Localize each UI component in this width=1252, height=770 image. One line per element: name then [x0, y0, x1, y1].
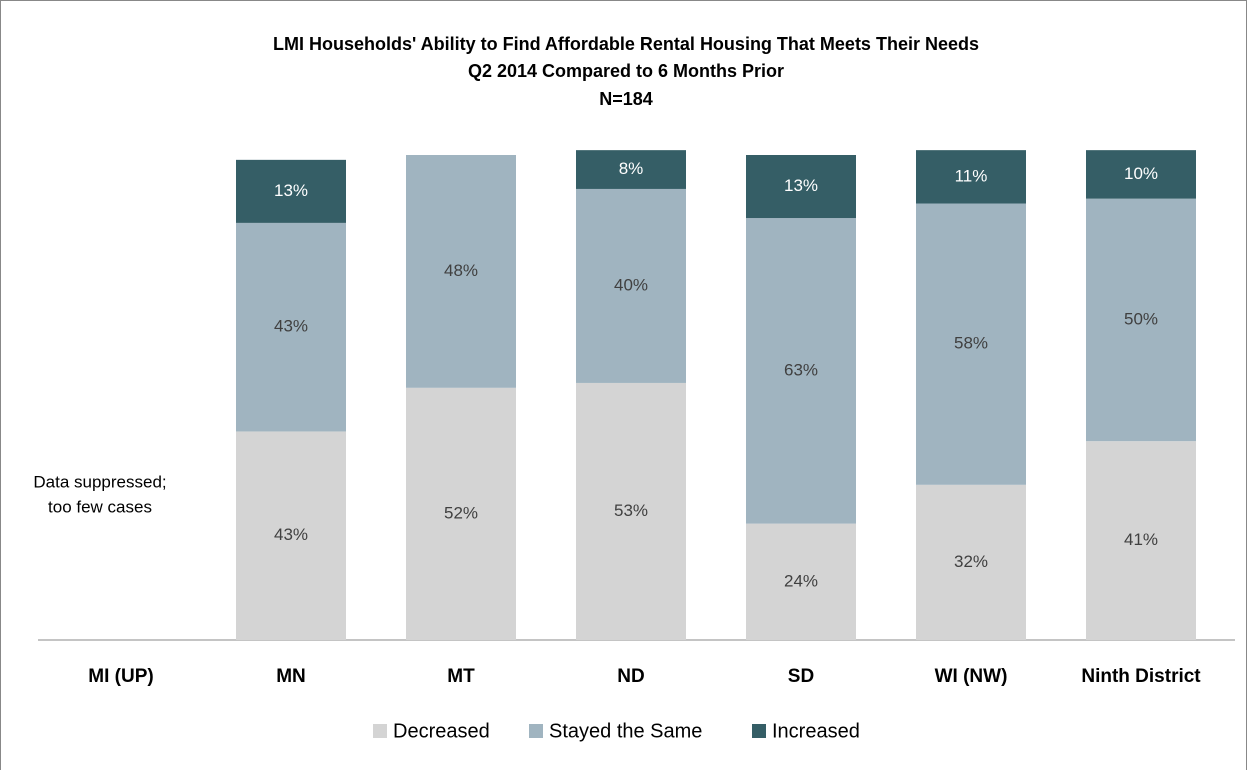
bar-segment [746, 218, 856, 524]
data-label: 40% [614, 275, 648, 294]
legend-label: Stayed the Same [549, 720, 702, 742]
data-label: 13% [784, 176, 818, 195]
chart-title: LMI Households' Ability to Find Affordab… [273, 34, 979, 54]
legend-swatch [373, 724, 387, 738]
data-label: 48% [444, 261, 478, 280]
data-label: 43% [274, 525, 308, 544]
bar-segment [1086, 198, 1196, 442]
x-tick-label: SD [788, 666, 814, 687]
bar-segment [236, 431, 346, 640]
bar-segment [1086, 441, 1196, 640]
data-label: 58% [954, 334, 988, 353]
data-label: 13% [274, 181, 308, 200]
chart-note: N=184 [599, 89, 653, 109]
x-tick-label: WI (NW) [935, 666, 1008, 687]
bar-segment [576, 150, 686, 189]
bar-segment [406, 155, 516, 388]
data-label: 53% [614, 501, 648, 520]
data-label: 63% [784, 360, 818, 379]
bar-segment [236, 159, 346, 223]
bar-segment [576, 382, 686, 640]
x-tick-label: MT [447, 666, 475, 687]
x-tick-label: MI (UP) [88, 666, 153, 687]
chart-subtitle: Q2 2014 Compared to 6 Months Prior [468, 61, 784, 81]
legend-label: Increased [772, 720, 860, 742]
data-label: 10% [1124, 164, 1158, 183]
data-label: 32% [954, 552, 988, 571]
bar-segment [746, 155, 856, 219]
x-tick-label: MN [276, 666, 306, 687]
bar-segment [916, 203, 1026, 485]
annotation: too few cases [48, 497, 152, 516]
bar-segment [916, 484, 1026, 640]
data-label: 50% [1124, 309, 1158, 328]
data-label: 41% [1124, 530, 1158, 549]
bar-segment [576, 188, 686, 383]
bar-segment [1086, 150, 1196, 199]
data-label: 52% [444, 503, 478, 522]
legend-swatch [529, 724, 543, 738]
bar-segment [406, 387, 516, 640]
bar-segment [916, 150, 1026, 204]
bar-segment [746, 523, 856, 640]
data-label: 8% [619, 159, 644, 178]
data-label: 11% [955, 166, 988, 185]
bar-segment [236, 222, 346, 432]
data-label: 43% [274, 317, 308, 336]
annotation: Data suppressed; [33, 472, 166, 491]
x-tick-label: Ninth District [1081, 666, 1201, 687]
legend-label: Decreased [393, 720, 490, 742]
x-tick-label: ND [617, 666, 644, 687]
data-label: 24% [784, 571, 818, 590]
legend-swatch [752, 724, 766, 738]
